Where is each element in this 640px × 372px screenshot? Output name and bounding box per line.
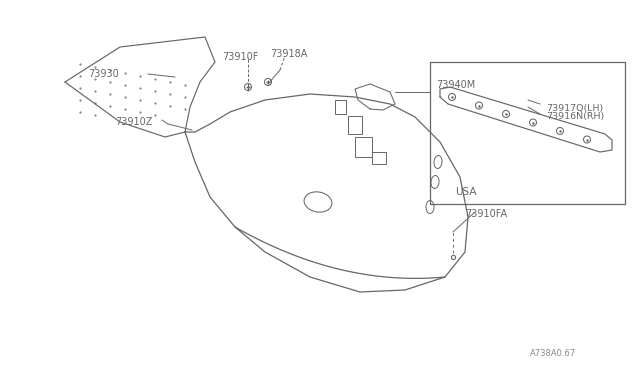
Text: 73910Z: 73910Z xyxy=(115,117,152,127)
Text: A738A0.67: A738A0.67 xyxy=(530,350,576,359)
Text: 73918A: 73918A xyxy=(270,49,307,59)
Text: 73930: 73930 xyxy=(88,69,119,79)
Text: 73917Q(LH): 73917Q(LH) xyxy=(546,103,604,112)
Text: 73940M: 73940M xyxy=(436,80,476,90)
Text: 73910F: 73910F xyxy=(222,52,259,62)
Text: 73910FA: 73910FA xyxy=(465,209,507,219)
Text: 73916N(RH): 73916N(RH) xyxy=(546,112,604,122)
Text: USA: USA xyxy=(455,187,477,197)
